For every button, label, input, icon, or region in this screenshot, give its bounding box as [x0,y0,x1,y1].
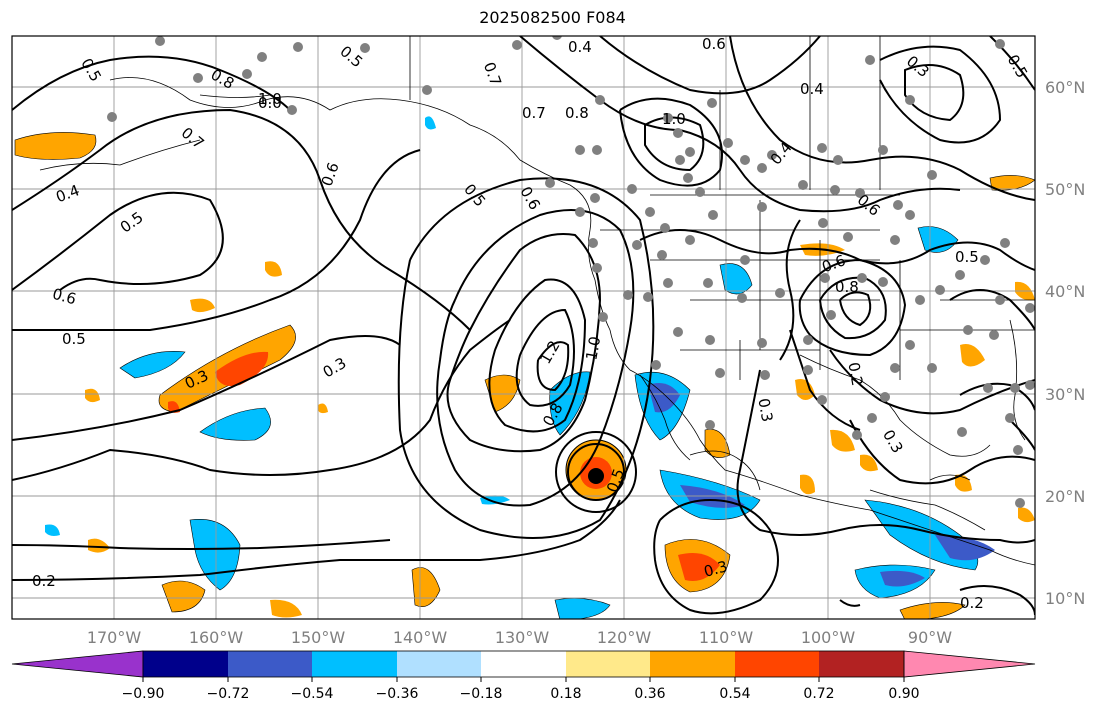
lon-label-100w: 100°W [801,628,856,647]
contour-lines [12,36,1035,616]
fill-orange [830,429,855,452]
fill-orange [899,602,966,619]
colorbar-tick-labels: −0.90 −0.72 −0.54 −0.36 −0.18 0.18 0.36 … [122,686,920,702]
colorbar-tick-label: −0.18 [460,686,503,702]
contour-label: 0.6 [702,35,726,53]
lon-label-150w: 150°W [291,628,346,647]
colorbar-tick-label: 0.72 [803,686,834,702]
colorbar-bin [735,651,819,677]
colorbar-bin [312,651,397,677]
lon-label-120w: 120°W [597,628,652,647]
lon-label-140w: 140°W [393,628,448,647]
contour-label: 0.3 [754,397,776,424]
lon-label-160w: 160°W [189,628,244,647]
lat-label-30n: 30°N [1045,385,1085,404]
colorbar-extend-max [903,650,1036,678]
fill-lightblue [425,116,436,130]
colorbar-tick-label: 0.18 [550,686,581,702]
fill-orange [484,374,521,413]
fill-lightblue [549,371,591,436]
colorbar-extend-min [11,650,144,678]
colorbar-tick-label: 0.36 [634,686,665,702]
lat-label-40n: 40°N [1045,282,1085,301]
colorbar-ticks [142,677,905,682]
fill-orange [88,538,110,553]
contour-label: 0.4 [800,80,824,98]
colorbar-bin [228,651,312,677]
colorbar-tick-label: 0.90 [888,686,919,702]
fill-orange [85,388,100,403]
fill-orange [265,261,282,277]
fill-blue [880,570,925,587]
fill-lightblue [119,351,186,379]
fill-blue [648,382,680,413]
colorbar-frame [142,650,905,678]
lon-label-130w: 130°W [495,628,550,647]
colorbar-bin [819,651,904,677]
contour-label: 0.2 [32,572,56,590]
fill-orange [960,344,985,367]
fill-orange [795,379,815,400]
contour-label: 1.0 [662,110,686,128]
fill-orange [190,298,215,313]
colorbar-tick-label: −0.72 [207,686,250,702]
contour-label: 1.0 [582,335,604,362]
fill-blue [935,535,995,561]
longitude-labels: 170°W 160°W 150°W 140°W 130°W 120°W 110°… [87,628,952,647]
contour-label: 0.5 [62,330,86,348]
colorbar-bin [650,651,735,677]
colorbar-tick-label: −0.90 [122,686,165,702]
map-content: 0.5 0.8 1.0 0.7 0.4 0.5 0.6 0.6 0.3 0.0 … [12,35,1035,619]
hurricane-core [588,468,604,484]
fill-orange [318,403,328,414]
station-dots [107,36,1035,508]
lat-label-60n: 60°N [1045,78,1085,97]
contour-label: 0.8 [835,278,859,296]
colorbar-bin [143,651,228,677]
contour-label: 0.5 [955,248,979,266]
map-frame [11,35,1036,620]
fill-orange [14,132,97,160]
contour-label: 0.4 [568,38,592,56]
lat-label-50n: 50°N [1045,180,1085,199]
contour-label: 0.2 [960,594,984,612]
fill-lightblue [719,263,753,295]
lon-label-110w: 110°W [699,628,754,647]
fill-orange [1018,507,1035,523]
lon-label-90w: 90°W [908,628,952,647]
colorbar-bin [397,651,481,677]
contour-label: 0.7 [522,104,546,122]
colorbar-bin [481,651,566,677]
fill-orange [860,454,878,472]
latitude-labels: 60°N 50°N 40°N 30°N 20°N 10°N [1045,78,1085,608]
contour-label: 0.8 [565,104,589,122]
map-title: 2025082500 F084 [479,8,626,27]
contour-label: 1.0 [258,90,282,108]
fill-lightblue [45,524,60,536]
colorbar-bin [566,651,650,677]
colorbar-tick-label: −0.36 [376,686,419,702]
contour-label: 0.0 [258,94,282,112]
colorbar-tick-label: −0.54 [291,686,334,702]
contour-label: 0.2 [844,361,866,388]
fill-lightblue [199,407,271,441]
fill-orange [704,428,731,458]
contour-label: 0.6 [50,285,78,309]
fill-lightblue [480,495,510,505]
anomaly-fills [14,116,1035,619]
fill-red [215,351,269,387]
colorbar-tick-label: 0.54 [719,686,750,702]
lat-label-10n: 10°N [1045,589,1085,608]
fill-orange [161,580,206,613]
fill-orange [800,474,815,495]
fill-orange [270,599,302,618]
lon-label-170w: 170°W [87,628,142,647]
lat-label-20n: 20°N [1045,487,1085,506]
fill-lightblue [917,226,959,253]
contour-label: 0.3 [702,557,730,581]
fill-red [678,552,720,581]
